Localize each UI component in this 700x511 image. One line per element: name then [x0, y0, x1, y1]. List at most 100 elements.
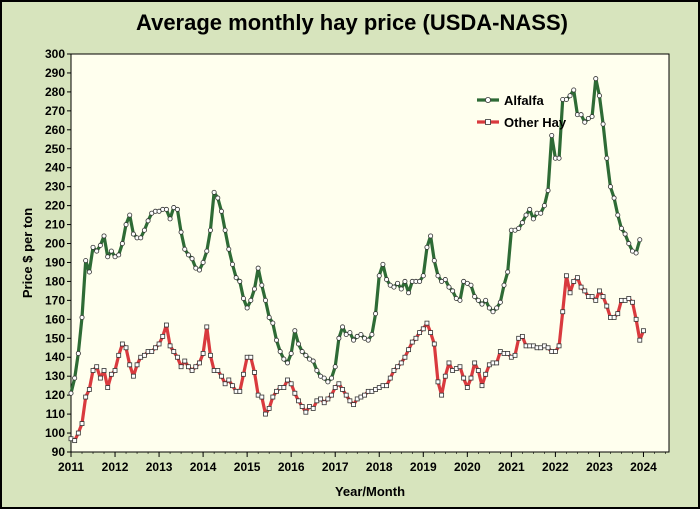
data-point: [442, 277, 448, 283]
data-point: [450, 288, 456, 294]
x-tick-label: 2017: [322, 460, 349, 474]
data-point: [94, 248, 100, 254]
data-point: [464, 385, 470, 390]
y-tick-label: 300: [45, 47, 65, 61]
data-point: [196, 267, 202, 273]
x-tick-label: 2023: [586, 460, 613, 474]
data-point: [296, 398, 301, 404]
data-point: [164, 322, 169, 328]
data-point: [189, 368, 195, 373]
data-point: [490, 309, 496, 315]
data-point: [468, 375, 474, 381]
data-point: [483, 297, 489, 303]
data-point: [233, 275, 239, 281]
data-point: [171, 349, 177, 354]
data-point: [486, 305, 492, 311]
data-point: [90, 244, 96, 250]
data-point: [347, 398, 353, 404]
y-tick-label: 280: [45, 85, 65, 99]
data-point: [270, 394, 276, 400]
data-point: [556, 343, 562, 349]
data-point: [589, 294, 595, 299]
data-point: [79, 421, 85, 426]
data-point: [545, 345, 551, 351]
data-point: [376, 273, 382, 279]
data-point: [472, 294, 478, 300]
data-point: [431, 258, 437, 264]
data-point: [185, 252, 191, 258]
data-point: [424, 320, 430, 326]
data-point: [343, 392, 349, 398]
data-point: [292, 328, 298, 334]
data-point: [637, 337, 643, 343]
data-point: [241, 371, 246, 377]
data-point: [215, 195, 221, 201]
x-tick-label: 2024: [630, 460, 657, 474]
y-tick-label: 160: [45, 312, 65, 326]
data-point: [538, 210, 544, 216]
y-tick-label: 100: [45, 426, 65, 440]
data-point: [406, 347, 412, 353]
y-tick-label: 220: [45, 199, 65, 213]
data-point: [116, 252, 122, 258]
data-point: [119, 241, 125, 247]
data-point: [281, 385, 287, 390]
data-point: [556, 155, 562, 161]
data-point: [83, 258, 89, 264]
data-point: [325, 379, 331, 385]
x-tick-label: 2011: [58, 460, 84, 474]
y-tick-label: 240: [45, 161, 65, 175]
data-point: [340, 387, 345, 392]
data-point: [380, 261, 386, 267]
data-point: [262, 297, 268, 303]
data-point: [248, 354, 254, 360]
y-tick-label: 290: [45, 66, 65, 80]
data-point: [446, 360, 452, 366]
x-tick-label: 2019: [410, 460, 437, 474]
data-point: [204, 324, 210, 330]
data-point: [141, 352, 147, 358]
data-point: [468, 282, 474, 288]
data-point: [497, 299, 503, 305]
data-point: [273, 337, 279, 343]
data-point: [288, 381, 294, 387]
y-axis-label: Price $ per ton: [20, 208, 35, 298]
data-point: [596, 93, 602, 99]
data-point: [527, 206, 533, 212]
data-point: [292, 390, 298, 396]
data-point: [72, 375, 78, 381]
data-point: [211, 189, 217, 195]
legend-marker: [484, 97, 491, 104]
data-point: [266, 406, 272, 411]
data-point: [145, 218, 151, 224]
data-point: [351, 402, 356, 408]
data-point: [163, 206, 169, 212]
data-point: [417, 278, 423, 284]
data-point: [457, 297, 463, 303]
y-tick-label: 90: [52, 445, 66, 459]
data-point: [108, 371, 114, 377]
data-point: [197, 360, 202, 366]
data-point: [208, 352, 213, 358]
data-point: [244, 305, 250, 311]
data-point: [105, 385, 111, 390]
data-point: [395, 364, 400, 370]
data-point: [384, 277, 390, 283]
data-point: [251, 286, 257, 292]
y-tick-label: 190: [45, 255, 65, 269]
data-point: [505, 269, 511, 275]
x-tick-label: 2015: [234, 460, 261, 474]
data-point: [633, 250, 639, 256]
data-point: [112, 368, 118, 373]
data-point: [406, 290, 412, 296]
data-point: [420, 326, 426, 332]
data-point: [288, 350, 294, 356]
data-point: [270, 320, 276, 326]
data-point: [519, 333, 525, 339]
data-point: [512, 352, 518, 358]
data-point: [175, 354, 180, 360]
data-point: [641, 328, 646, 334]
data-point: [189, 256, 195, 262]
